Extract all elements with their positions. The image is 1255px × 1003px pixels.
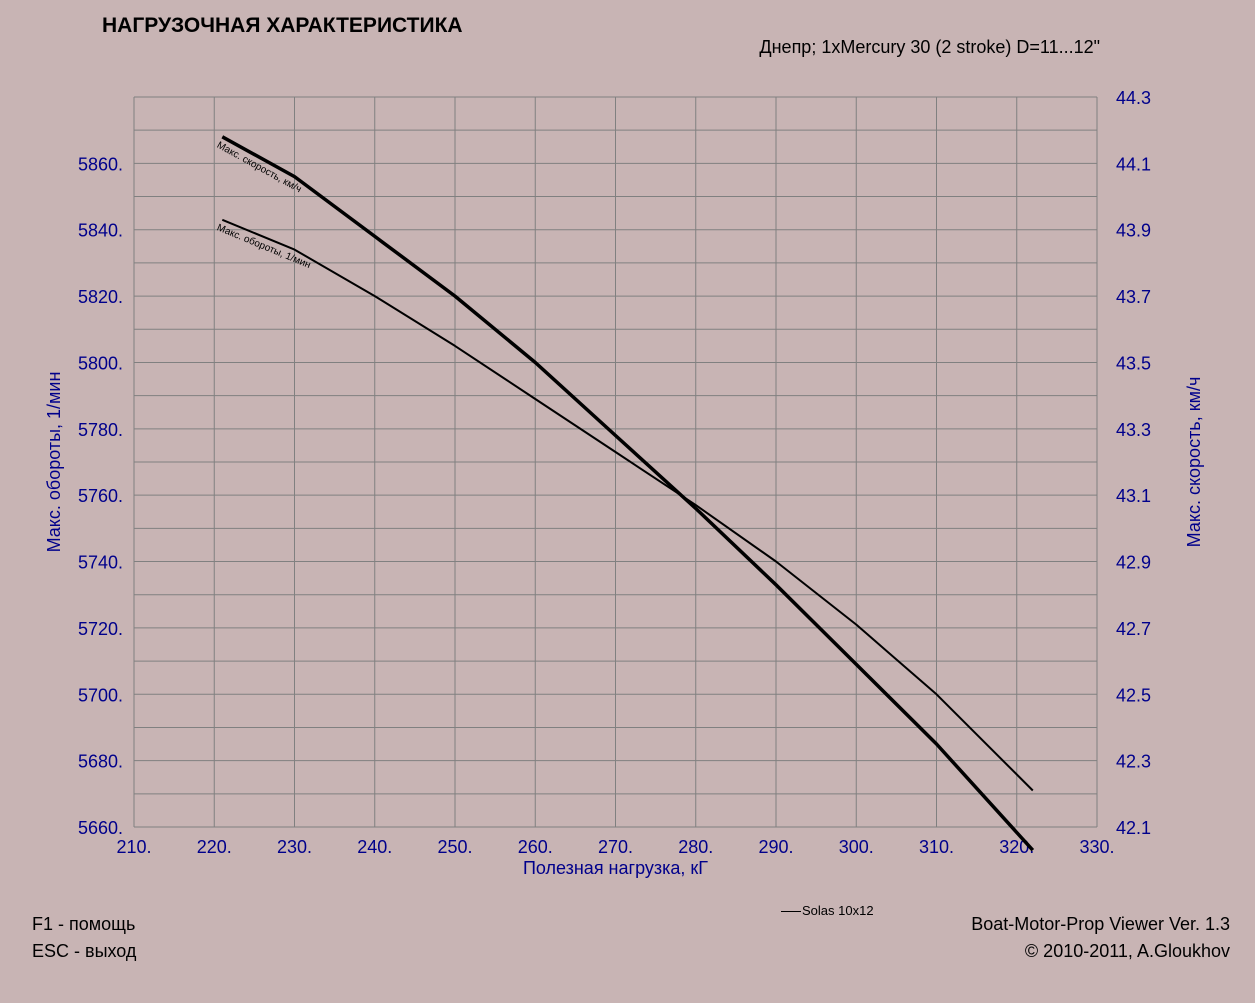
y-tick-label: 5660. xyxy=(78,818,123,838)
exit-hint: ESC - выход xyxy=(32,941,137,961)
y2-tick-label: 43.7 xyxy=(1116,287,1151,307)
x-tick-label: 240. xyxy=(357,837,392,857)
y2-tick-label: 42.9 xyxy=(1116,553,1151,573)
x-tick-label: 260. xyxy=(518,837,553,857)
x-tick-label: 300. xyxy=(839,837,874,857)
y-tick-label: 5760. xyxy=(78,486,123,506)
y2-tick-label: 43.3 xyxy=(1116,420,1151,440)
chart-subtitle: Днепр; 1xMercury 30 (2 stroke) D=11...12… xyxy=(759,37,1100,57)
x-tick-label: 270. xyxy=(598,837,633,857)
x-tick-label: 280. xyxy=(678,837,713,857)
y2-axis-title: Макс. скорость, км/ч xyxy=(1184,377,1204,548)
legend: Solas 10x12 xyxy=(781,903,874,918)
series-inline-label: Макс. скорость, км/ч xyxy=(215,140,303,195)
y2-tick-label: 44.3 xyxy=(1116,88,1151,108)
y-tick-label: 5680. xyxy=(78,752,123,772)
x-tick-label: 310. xyxy=(919,837,954,857)
legend-label: Solas 10x12 xyxy=(802,903,874,918)
series-line-rpm xyxy=(221,218,1034,792)
y-axis-title: Макс. обороты, 1/мин xyxy=(44,372,64,553)
series-inline-label: Макс. обороты, 1/мин xyxy=(215,221,312,271)
y-tick-label: 5820. xyxy=(78,287,123,307)
y-tick-label: 5840. xyxy=(78,221,123,241)
y-tick-label: 5740. xyxy=(78,553,123,573)
copyright: © 2010-2011, A.Gloukhov xyxy=(1024,941,1230,961)
y-tick-label: 5720. xyxy=(78,619,123,639)
y2-tick-label: 42.1 xyxy=(1116,818,1151,838)
x-tick-label: 210. xyxy=(116,837,151,857)
series-line-speed xyxy=(221,135,1035,852)
x-tick-label: 290. xyxy=(758,837,793,857)
y2-tick-label: 43.1 xyxy=(1116,486,1151,506)
y2-tick-label: 42.7 xyxy=(1116,619,1151,639)
x-tick-label: 330. xyxy=(1079,837,1114,857)
x-axis-title: Полезная нагрузка, кГ xyxy=(523,858,708,878)
app-name: Boat-Motor-Prop Viewer Ver. 1.3 xyxy=(971,914,1230,934)
x-tick-label: 230. xyxy=(277,837,312,857)
y2-tick-label: 42.5 xyxy=(1116,685,1151,705)
y-tick-label: 5800. xyxy=(78,353,123,373)
chart-title: НАГРУЗОЧНАЯ ХАРАКТЕРИСТИКА xyxy=(102,14,463,37)
x-tick-label: 250. xyxy=(437,837,472,857)
y-tick-label: 5860. xyxy=(78,154,123,174)
help-hint: F1 - помощь xyxy=(32,914,136,934)
y2-tick-label: 44.1 xyxy=(1116,154,1151,174)
y2-tick-label: 43.9 xyxy=(1116,221,1151,241)
y-tick-label: 5700. xyxy=(78,685,123,705)
y-tick-label: 5780. xyxy=(78,420,123,440)
y2-tick-label: 42.3 xyxy=(1116,752,1151,772)
x-tick-label: 220. xyxy=(197,837,232,857)
legend-line-marker xyxy=(781,911,801,913)
y2-tick-label: 43.5 xyxy=(1116,353,1151,373)
